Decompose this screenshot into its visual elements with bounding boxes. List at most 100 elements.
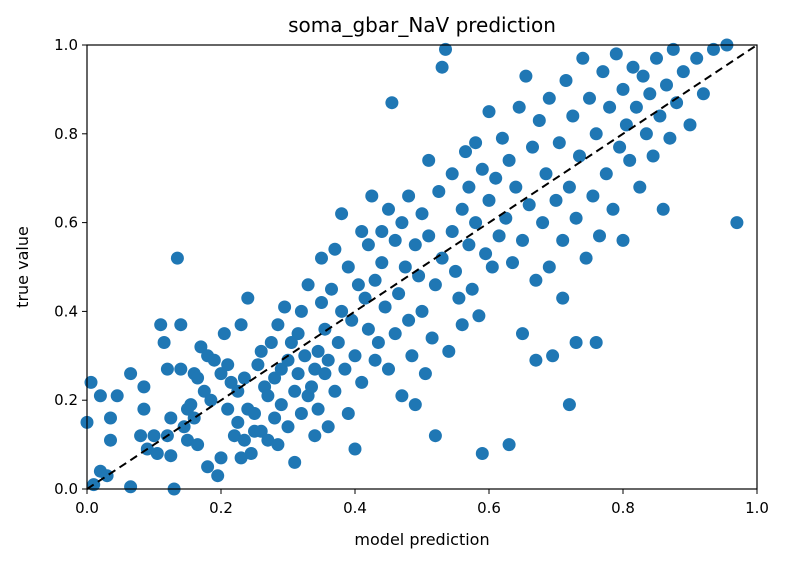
data-point	[492, 229, 506, 243]
data-point	[124, 367, 138, 381]
data-point	[358, 291, 372, 305]
data-point	[268, 411, 282, 425]
data-point	[586, 189, 600, 203]
data-point	[301, 278, 315, 292]
data-point	[150, 447, 164, 460]
data-point	[499, 211, 513, 225]
data-point	[170, 251, 184, 265]
data-point	[274, 398, 288, 412]
data-point	[529, 273, 543, 287]
data-point	[472, 309, 486, 323]
data-point	[566, 109, 580, 123]
data-point	[526, 140, 539, 154]
data-point	[613, 140, 627, 154]
data-point	[479, 247, 493, 261]
data-point	[368, 273, 382, 287]
data-point	[425, 331, 439, 345]
data-point	[629, 100, 643, 114]
data-point	[104, 411, 117, 425]
data-point	[656, 202, 670, 216]
data-point	[402, 189, 416, 203]
data-point	[422, 153, 436, 167]
data-point	[328, 242, 342, 256]
data-point	[579, 251, 593, 265]
data-point	[596, 65, 610, 79]
data-point	[224, 375, 238, 389]
data-point	[261, 389, 275, 403]
data-point	[181, 433, 194, 447]
data-point	[318, 322, 332, 336]
data-point	[201, 460, 215, 474]
data-point	[445, 225, 459, 238]
data-point	[469, 136, 483, 150]
data-point	[378, 300, 392, 314]
data-point	[516, 233, 529, 247]
data-point	[221, 358, 235, 372]
data-point	[519, 69, 533, 83]
data-point	[660, 78, 673, 92]
data-point	[288, 455, 302, 469]
data-point	[197, 384, 211, 398]
data-point	[616, 82, 630, 96]
data-point	[616, 233, 630, 247]
data-point	[639, 127, 653, 141]
data-point	[482, 193, 496, 207]
data-point	[435, 251, 449, 265]
data-point	[254, 344, 268, 358]
data-point	[341, 407, 355, 420]
data-point	[361, 322, 375, 336]
data-point	[415, 207, 429, 221]
data-point	[435, 60, 449, 74]
data-point	[234, 318, 248, 332]
data-point	[174, 318, 188, 332]
data-point	[221, 402, 235, 416]
data-point	[556, 233, 570, 247]
data-point	[536, 216, 550, 230]
data-point	[395, 389, 409, 403]
data-point	[338, 362, 352, 376]
data-point	[237, 371, 251, 385]
data-point	[452, 291, 466, 305]
data-point	[462, 238, 476, 252]
data-point	[100, 469, 114, 483]
data-point	[392, 287, 406, 301]
data-point	[512, 100, 526, 114]
data-point	[402, 313, 416, 327]
data-point	[315, 296, 328, 309]
data-point	[676, 65, 690, 79]
data-point	[516, 327, 529, 341]
data-point	[231, 415, 245, 429]
data-point	[609, 47, 623, 61]
data-point	[157, 336, 171, 349]
data-point	[110, 389, 124, 403]
data-point	[164, 411, 178, 425]
data-point	[207, 353, 221, 367]
data-point	[93, 389, 107, 403]
data-point	[449, 264, 462, 278]
data-point	[294, 407, 308, 420]
data-point	[422, 229, 436, 243]
data-point	[475, 162, 489, 176]
data-point	[294, 304, 308, 318]
data-point	[408, 398, 422, 412]
data-point	[562, 180, 576, 194]
data-point	[489, 171, 503, 185]
data-point	[204, 393, 218, 407]
data-point	[603, 100, 617, 114]
x-tick-label: 0.8	[611, 499, 635, 517]
data-point	[730, 216, 744, 230]
data-point	[281, 420, 295, 434]
data-point	[214, 367, 228, 381]
data-point	[104, 433, 117, 447]
data-point	[244, 447, 258, 460]
data-point	[335, 304, 349, 318]
data-point	[619, 118, 633, 132]
data-point	[237, 433, 251, 447]
x-tick-label: 0.0	[75, 499, 99, 517]
data-point	[556, 291, 570, 305]
data-point	[415, 304, 429, 318]
data-point	[191, 371, 205, 385]
data-point	[375, 256, 389, 270]
data-point	[174, 362, 188, 376]
